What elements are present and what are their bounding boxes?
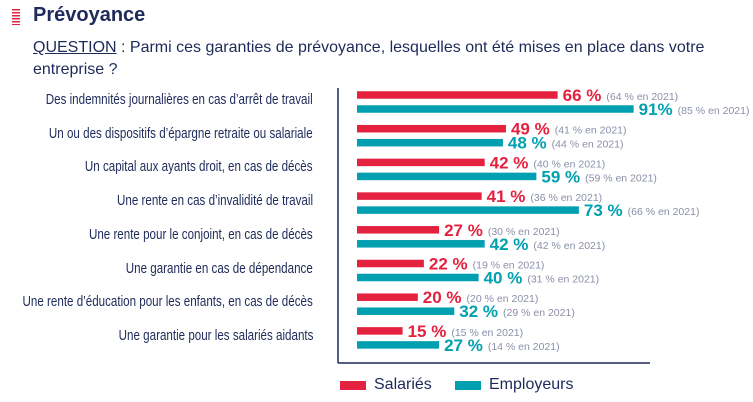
previous-year-label: (31 % en 2021) — [527, 274, 599, 286]
previous-year-label: (20 % en 2021) — [467, 293, 539, 305]
previous-year-label: (42 % en 2021) — [533, 240, 605, 252]
bar-employeurs — [357, 206, 579, 214]
page-title: Prévoyance — [33, 4, 146, 26]
category-label: Une garantie pour les salariés aidants — [118, 327, 313, 344]
bar-salaries — [357, 124, 506, 133]
question-text: : Parmi ces garanties de prévoyance, les… — [33, 39, 705, 78]
value-label: 22 % — [429, 255, 468, 274]
value-label: 15 % — [408, 322, 447, 341]
bar-employeurs — [357, 105, 634, 113]
bar-employeurs — [357, 240, 485, 248]
bar-employeurs — [357, 307, 455, 315]
value-label: 42 % — [490, 153, 529, 172]
question-label: QUESTION — [33, 39, 117, 56]
value-label: 59 % — [541, 167, 580, 186]
bar-employeurs — [357, 273, 479, 282]
previous-year-label: (59 % en 2021) — [585, 172, 657, 184]
previous-year-label: (30 % en 2021) — [488, 226, 560, 238]
legend-salaries: Salariés — [340, 376, 432, 394]
bar-salaries — [357, 259, 424, 268]
bar-salaries — [357, 327, 403, 335]
legend-swatch-employeurs — [455, 380, 481, 390]
previous-year-label: (14 % en 2021) — [488, 341, 560, 353]
value-label: 73 % — [584, 201, 623, 220]
category-label: Une rente en cas d’invalidité de travail — [116, 193, 313, 210]
category-label: Une rente pour le conjoint, en cas de dé… — [89, 226, 313, 243]
previous-year-label: (44 % en 2021) — [552, 139, 624, 151]
legend-label: Employeurs — [489, 376, 574, 393]
bar-salaries — [357, 91, 558, 99]
category-label: Une rente d’éducation pour les enfants, … — [22, 294, 313, 311]
bar-salaries — [357, 293, 418, 301]
legend-label: Salariés — [374, 376, 432, 393]
previous-year-label: (85 % en 2021) — [678, 105, 750, 117]
question: QUESTION : Parmi ces garanties de prévoy… — [33, 37, 733, 81]
bar-employeurs — [357, 172, 537, 181]
bar-salaries — [357, 192, 482, 200]
bar-employeurs — [357, 341, 440, 349]
value-label: 40 % — [484, 269, 523, 288]
value-label: 66 % — [563, 86, 602, 105]
value-label: 49 % — [511, 120, 550, 139]
previous-year-label: (15 % en 2021) — [451, 327, 523, 339]
previous-year-label: (64 % en 2021) — [606, 91, 678, 103]
previous-year-label: (36 % en 2021) — [530, 192, 602, 204]
previous-year-label: (19 % en 2021) — [473, 260, 545, 272]
bar-salaries — [357, 158, 485, 167]
previous-year-label: (29 % en 2021) — [503, 307, 575, 319]
value-label: 41 % — [487, 187, 526, 206]
category-label: Un ou des dispositifs d’épargne retraite… — [49, 125, 313, 142]
title-stripes-icon — [12, 9, 20, 25]
previous-year-label: (66 % en 2021) — [628, 206, 700, 218]
legend-employeurs: Employeurs — [455, 376, 573, 394]
value-label: 32 % — [459, 302, 498, 321]
category-label: Une garantie en cas de dépendance — [125, 260, 313, 277]
value-label: 27 % — [444, 336, 483, 355]
previous-year-label: (40 % en 2021) — [533, 158, 605, 170]
previous-year-label: (41 % en 2021) — [555, 125, 627, 137]
value-label: 27 % — [444, 221, 483, 240]
value-label: 48 % — [508, 134, 547, 153]
value-label: 91% — [639, 100, 673, 119]
legend-swatch-salaries — [340, 380, 366, 390]
value-label: 20 % — [423, 288, 462, 307]
category-label: Des indemnités journalières en cas d’arr… — [46, 92, 313, 108]
bar-employeurs — [357, 138, 503, 147]
bar-salaries — [357, 226, 440, 234]
category-label: Un capital aux ayants droit, en cas de d… — [85, 159, 313, 176]
value-label: 42 % — [490, 235, 529, 254]
